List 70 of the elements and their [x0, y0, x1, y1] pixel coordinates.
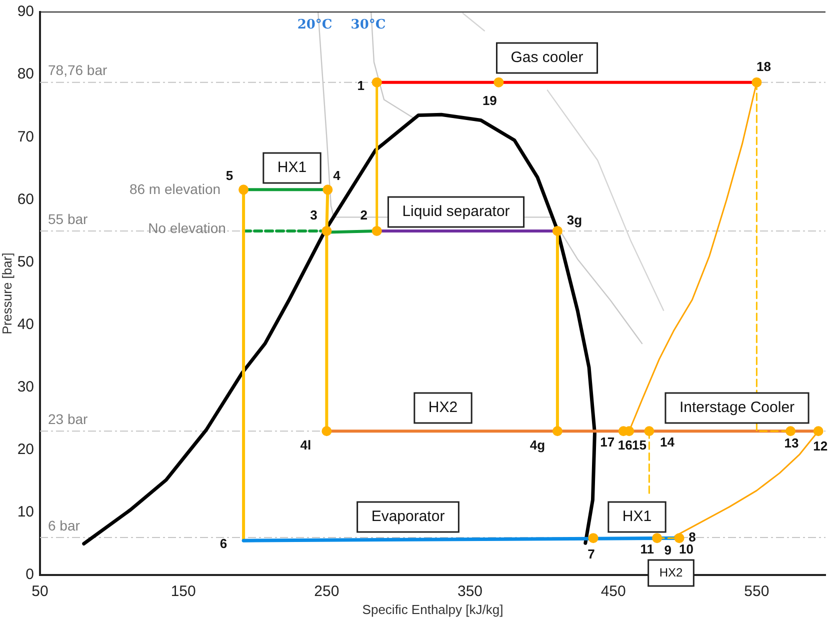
- y-tick-label: 90: [17, 3, 34, 20]
- annotation: 14: [660, 434, 676, 450]
- annotation: HX2: [659, 565, 683, 580]
- point: [813, 426, 824, 436]
- point: [372, 77, 382, 88]
- y-tick-label: 10: [17, 504, 34, 521]
- y-tick-label: 60: [17, 190, 34, 208]
- annotation: 4l: [300, 438, 312, 453]
- point: [552, 426, 562, 436]
- annotation: 17: [600, 434, 615, 450]
- x-tick-label: 450: [600, 583, 626, 600]
- annotation: 4g: [530, 438, 546, 453]
- ref-line-label: 23 bar: [48, 410, 88, 427]
- annotation: 16: [618, 438, 632, 453]
- point: [552, 226, 562, 236]
- point: [238, 184, 249, 195]
- annotation: 6: [220, 536, 228, 552]
- annotation: 18: [756, 58, 771, 74]
- ref-line-label: 78,76 bar: [48, 62, 108, 78]
- x-tick-label: 250: [314, 583, 340, 600]
- annotation: 20°C: [297, 18, 332, 33]
- annotation: 15: [632, 438, 646, 453]
- annotation: HX1: [277, 159, 307, 176]
- annotation: 2: [360, 208, 368, 223]
- x-axis-title: Specific Enthalpy [kJ/kg]: [362, 602, 504, 617]
- y-tick-label: 20: [17, 441, 34, 458]
- x-tick-label: 50: [32, 583, 48, 600]
- y-tick-label: 70: [17, 128, 34, 146]
- ref-line-label: 55 bar: [48, 210, 88, 227]
- point: [674, 533, 684, 544]
- y-axis-title: Pressure [bar]: [0, 252, 14, 334]
- annotation: 1: [357, 78, 364, 93]
- annotation: Evaporator: [371, 508, 445, 526]
- annotation: 7: [588, 546, 595, 562]
- point: [652, 533, 662, 544]
- annotation: HX2: [428, 399, 458, 416]
- ref-line-label: 6 bar: [48, 517, 80, 534]
- annotation: No elevation: [148, 220, 226, 236]
- annotation: 3: [310, 208, 318, 223]
- y-tick-label: 40: [17, 316, 34, 333]
- annotation: 13: [784, 436, 799, 451]
- annotation: 11: [640, 542, 654, 557]
- annotation: Liquid separator: [402, 203, 510, 220]
- annotation: Interstage Cooler: [679, 399, 795, 416]
- annotation: HX1: [622, 508, 652, 526]
- x-tick-label: 550: [744, 583, 770, 600]
- point: [494, 77, 504, 88]
- y-tick-label: 50: [17, 253, 34, 270]
- annotation: 5: [226, 168, 234, 184]
- annotation: 30°C: [350, 18, 386, 33]
- point: [372, 226, 382, 236]
- point: [752, 77, 762, 88]
- y-tick-label: 0: [26, 566, 34, 584]
- point: [322, 426, 332, 436]
- x-tick-label: 150: [170, 583, 196, 600]
- point: [644, 426, 654, 436]
- annotation: 86 m elevation: [129, 180, 221, 197]
- annotation: Gas cooler: [510, 49, 584, 66]
- point: [588, 533, 598, 544]
- annotation: 3g: [566, 212, 582, 228]
- y-tick-label: 80: [17, 66, 34, 83]
- annotation: 4: [333, 168, 342, 184]
- y-tick-label: 30: [17, 378, 34, 396]
- point: [786, 426, 796, 436]
- annotation: 12: [813, 438, 828, 454]
- annotation: 19: [482, 92, 497, 108]
- point: [322, 184, 333, 195]
- point: [322, 226, 332, 236]
- x-tick-label: 350: [458, 583, 483, 600]
- annotation: 9: [664, 542, 672, 558]
